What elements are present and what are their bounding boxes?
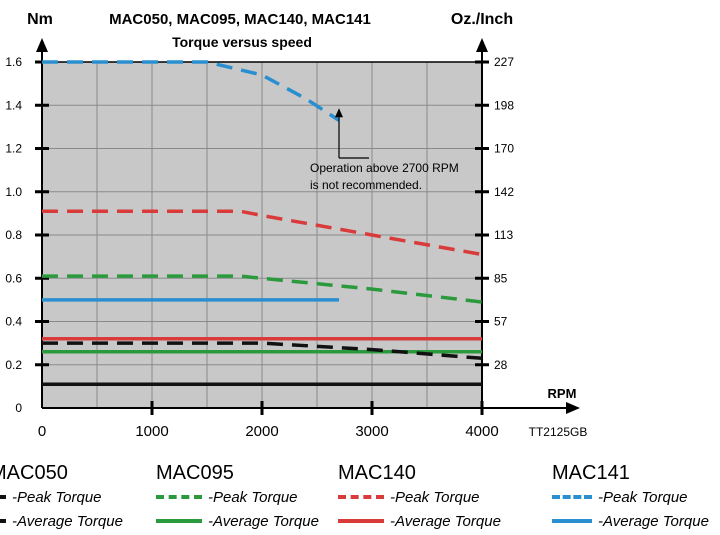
left-axis-arrow	[36, 38, 48, 52]
legend-label: -Peak Torque	[208, 488, 298, 506]
annotation-line-1: Operation above 2700 RPM	[310, 161, 459, 175]
legend-mac050: MAC050 -Peak Torque -Average Torque	[0, 462, 123, 533]
legend-swatch-dashed	[338, 495, 384, 499]
legend-mac141: MAC141 -Peak Torque -Average Torque	[552, 462, 709, 533]
legend-label: -Average Torque	[598, 512, 709, 530]
legend-label: -Peak Torque	[598, 488, 688, 506]
right-tick-label: 113	[494, 228, 513, 242]
x-axis-label: RPM	[548, 386, 577, 401]
x-tick-label: 2000	[245, 423, 278, 440]
torque-speed-chart: 0 0.2 0.4 0.6 0.8 1.0 1.2 1.4 1.6 28 57 85 113 142 170…	[5, 11, 588, 440]
left-tick-label: 0.4	[5, 315, 22, 329]
left-tick-label: 1.2	[5, 142, 22, 156]
x-axis-arrow	[566, 402, 580, 414]
series-mac140-peak-torque	[42, 209, 483, 257]
right-tick-label: 57	[494, 315, 508, 329]
x-tick-label: 3000	[355, 423, 388, 440]
legend-item-mac141-peak: -Peak Torque	[552, 485, 709, 509]
left-tick-label: 1.0	[5, 185, 22, 199]
legend-item-mac140-peak: -Peak Torque	[338, 485, 501, 509]
left-tick-label: 1.4	[5, 98, 22, 112]
axes	[35, 38, 580, 415]
right-axis-arrow	[476, 38, 488, 52]
legend-label: -Peak Torque	[12, 488, 102, 506]
legend-swatch-solid	[552, 519, 592, 523]
legend-item-mac140-average: -Average Torque	[338, 509, 501, 533]
chart-title: MAC050, MAC095, MAC140, MAC141	[109, 11, 371, 28]
legend-mac140: MAC140 -Peak Torque -Average Torque	[338, 462, 501, 533]
reference-code: TT2125GB	[529, 425, 588, 439]
left-tick-label: 0.8	[5, 228, 22, 242]
legend-item-mac095-peak: -Peak Torque	[156, 485, 319, 509]
legend-swatch-solid	[338, 519, 384, 523]
left-tick-label: 0.2	[5, 358, 22, 372]
right-tick-label: 28	[494, 358, 508, 372]
legend-swatch-dashed	[552, 495, 592, 499]
x-tick-label: 4000	[465, 423, 498, 440]
left-axis-unit: Nm	[27, 11, 53, 28]
left-tick-label: 1.6	[5, 55, 22, 69]
legend-label: -Average Torque	[390, 512, 501, 530]
x-tick-label: 1000	[135, 423, 168, 440]
annotation-line-2: is not recommended.	[310, 178, 422, 192]
legend-label: -Peak Torque	[390, 488, 480, 506]
legend-mac095: MAC095 -Peak Torque -Average Torque	[156, 462, 319, 533]
right-tick-label: 170	[494, 142, 514, 156]
legend-item-mac141-average: -Average Torque	[552, 509, 709, 533]
legend-item-mac095-average: -Average Torque	[156, 509, 319, 533]
legend-title-mac095: MAC095	[156, 462, 234, 484]
right-tick-label: 198	[494, 98, 514, 112]
legend-item-mac050-average: -Average Torque	[0, 509, 123, 533]
left-tick-label: 0.6	[5, 271, 22, 285]
x-tick-label: 0	[38, 423, 46, 440]
series-mac141-peak-torque	[42, 60, 340, 122]
series-mac050-peak-torque	[42, 341, 483, 361]
chart-subtitle: Torque versus speed	[172, 34, 312, 50]
legend-swatch-dashed	[156, 495, 202, 499]
legend-swatch-solid	[0, 519, 6, 523]
right-tick-label: 85	[494, 271, 508, 285]
left-tick-label: 0	[15, 401, 22, 415]
annotation-arrow-head	[335, 108, 343, 118]
legend-item-mac050-peak: -Peak Torque	[0, 485, 123, 509]
legend-title-mac141: MAC141	[552, 462, 630, 484]
legend-title-mac050: MAC050	[0, 462, 68, 484]
right-tick-label: 142	[494, 185, 514, 199]
legend-label: -Average Torque	[12, 512, 123, 530]
legend-swatch-solid	[156, 519, 202, 523]
tick-labels: 0 0.2 0.4 0.6 0.8 1.0 1.2 1.4 1.6 28 57 85 113 142 170…	[5, 55, 514, 440]
legend-swatch-dashed	[0, 495, 6, 499]
legend-title-mac140: MAC140	[338, 462, 416, 484]
right-axis-unit: Oz./Inch	[451, 11, 513, 28]
series-mac095-peak-torque	[42, 274, 483, 304]
data-series	[42, 60, 483, 386]
right-tick-label: 227	[494, 55, 514, 69]
legend-label: -Average Torque	[208, 512, 319, 530]
